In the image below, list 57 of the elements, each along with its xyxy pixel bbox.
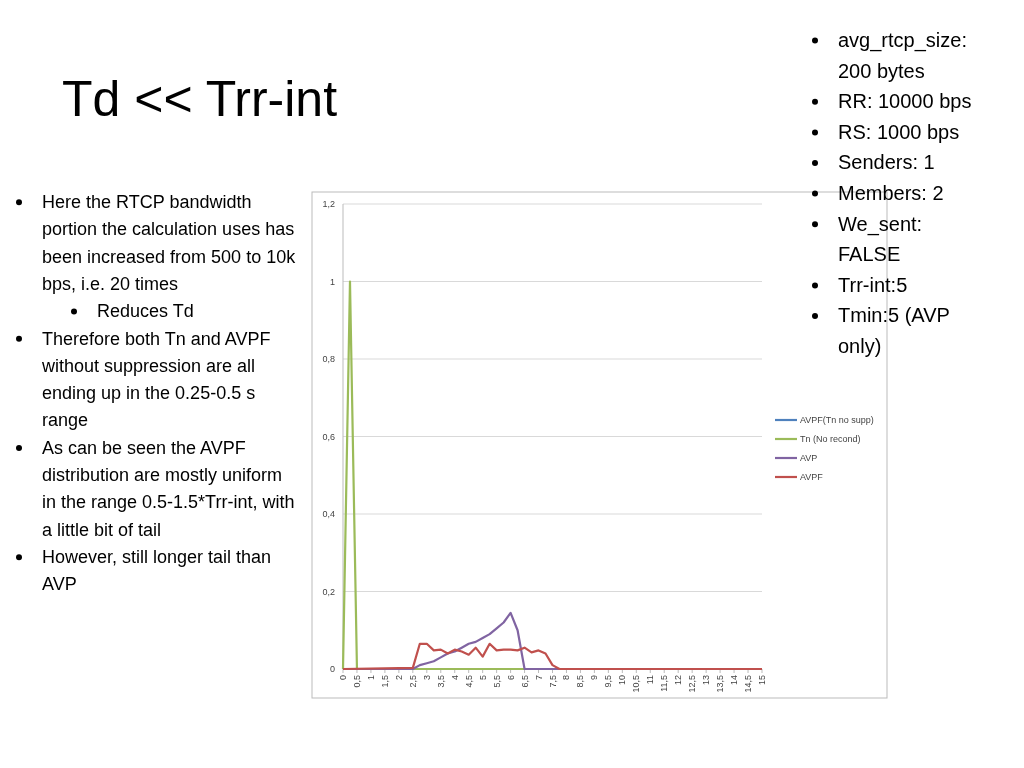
x-tick-label: 7 xyxy=(533,675,544,681)
y-tick-label: 1 xyxy=(329,276,335,287)
x-tick-label: 14,5 xyxy=(743,675,754,693)
x-tick-label: 9,5 xyxy=(603,675,614,688)
chart-title: Td << Trr-int xyxy=(62,71,338,127)
legend-label: Tn (No recond) xyxy=(800,434,861,444)
x-tick-label: 12 xyxy=(673,675,684,686)
x-tick-label: 4 xyxy=(449,675,460,681)
x-tick-label: 7,5 xyxy=(547,675,558,688)
x-tick-label: 10,5 xyxy=(631,675,642,693)
x-tick-label: 14 xyxy=(729,675,740,686)
text: Members: 2 xyxy=(838,182,944,204)
text: Here the RTCP bandwidth portion the calculation uses has been increased from 500 to 10k bps, i.e. 20 times xyxy=(42,192,297,294)
text: avg_rtcp_size: 200 bytes xyxy=(838,29,967,82)
y-tick-label: 1,2 xyxy=(322,199,335,209)
text: Senders: 1 xyxy=(838,151,935,174)
x-tick-label: 11 xyxy=(645,675,656,685)
text: RR: 10000 bps xyxy=(838,90,972,113)
x-tick-label: 2,5 xyxy=(407,675,418,688)
x-tick-label: 5 xyxy=(477,675,488,681)
x-tick-label: 8 xyxy=(561,675,572,681)
x-tick-label: 11,5 xyxy=(659,675,670,692)
x-tick-label: 15 xyxy=(757,675,767,686)
x-tick-label: 5,5 xyxy=(491,675,502,688)
y-tick-label: 0,6 xyxy=(322,431,335,442)
legend-label: AVP xyxy=(800,453,818,463)
text: We_sent: FALSE xyxy=(838,212,923,266)
x-tick-label: 12,5 xyxy=(687,675,698,693)
legend-label: AVPF xyxy=(800,472,824,482)
y-tick-label: 0 xyxy=(329,664,335,674)
text: Therefore both Tn and AVPF without suppression are all ending up in the 0.25-0.5 s range xyxy=(41,328,271,431)
x-tick-label: 1 xyxy=(365,675,376,681)
y-tick-label: 0,4 xyxy=(322,509,335,519)
x-tick-label: 8,5 xyxy=(575,675,586,688)
line-series xyxy=(341,642,764,671)
x-tick-label: 0,5 xyxy=(351,675,362,688)
legend-label: AVPF(Tn no supp) xyxy=(800,415,874,425)
text: As can be seen the AVPF distribution are mostly uniform in the range 0.5-1.5*Trr-int, with a little bit of tail xyxy=(42,437,295,540)
y-tick-label: 0,8 xyxy=(322,354,335,364)
x-tick-label: 0 xyxy=(338,675,348,681)
x-tick-label: 3 xyxy=(421,675,432,681)
text: RS: 1000 bps xyxy=(838,120,960,143)
text: Trr-int:5 xyxy=(838,273,908,296)
x-tick-label: 13,5 xyxy=(715,675,726,693)
x-tick-label: 6,5 xyxy=(519,675,530,688)
x-tick-label: 1,5 xyxy=(379,675,390,688)
x-tick-label: 2 xyxy=(393,675,404,681)
x-tick-label: 6 xyxy=(505,675,516,681)
text: Reduces Td xyxy=(97,301,194,322)
x-tick-label: 9 xyxy=(589,675,600,681)
x-tick-label: 4,5 xyxy=(463,675,474,688)
text: However, still longer tail than AVP xyxy=(42,546,272,595)
x-tick-label: 10 xyxy=(617,675,628,686)
x-tick-label: 13 xyxy=(701,675,712,686)
y-tick-label: 0,2 xyxy=(322,586,335,597)
text: Tmin:5 (AVP only) xyxy=(838,304,950,357)
x-tick-label: 3,5 xyxy=(435,675,446,688)
